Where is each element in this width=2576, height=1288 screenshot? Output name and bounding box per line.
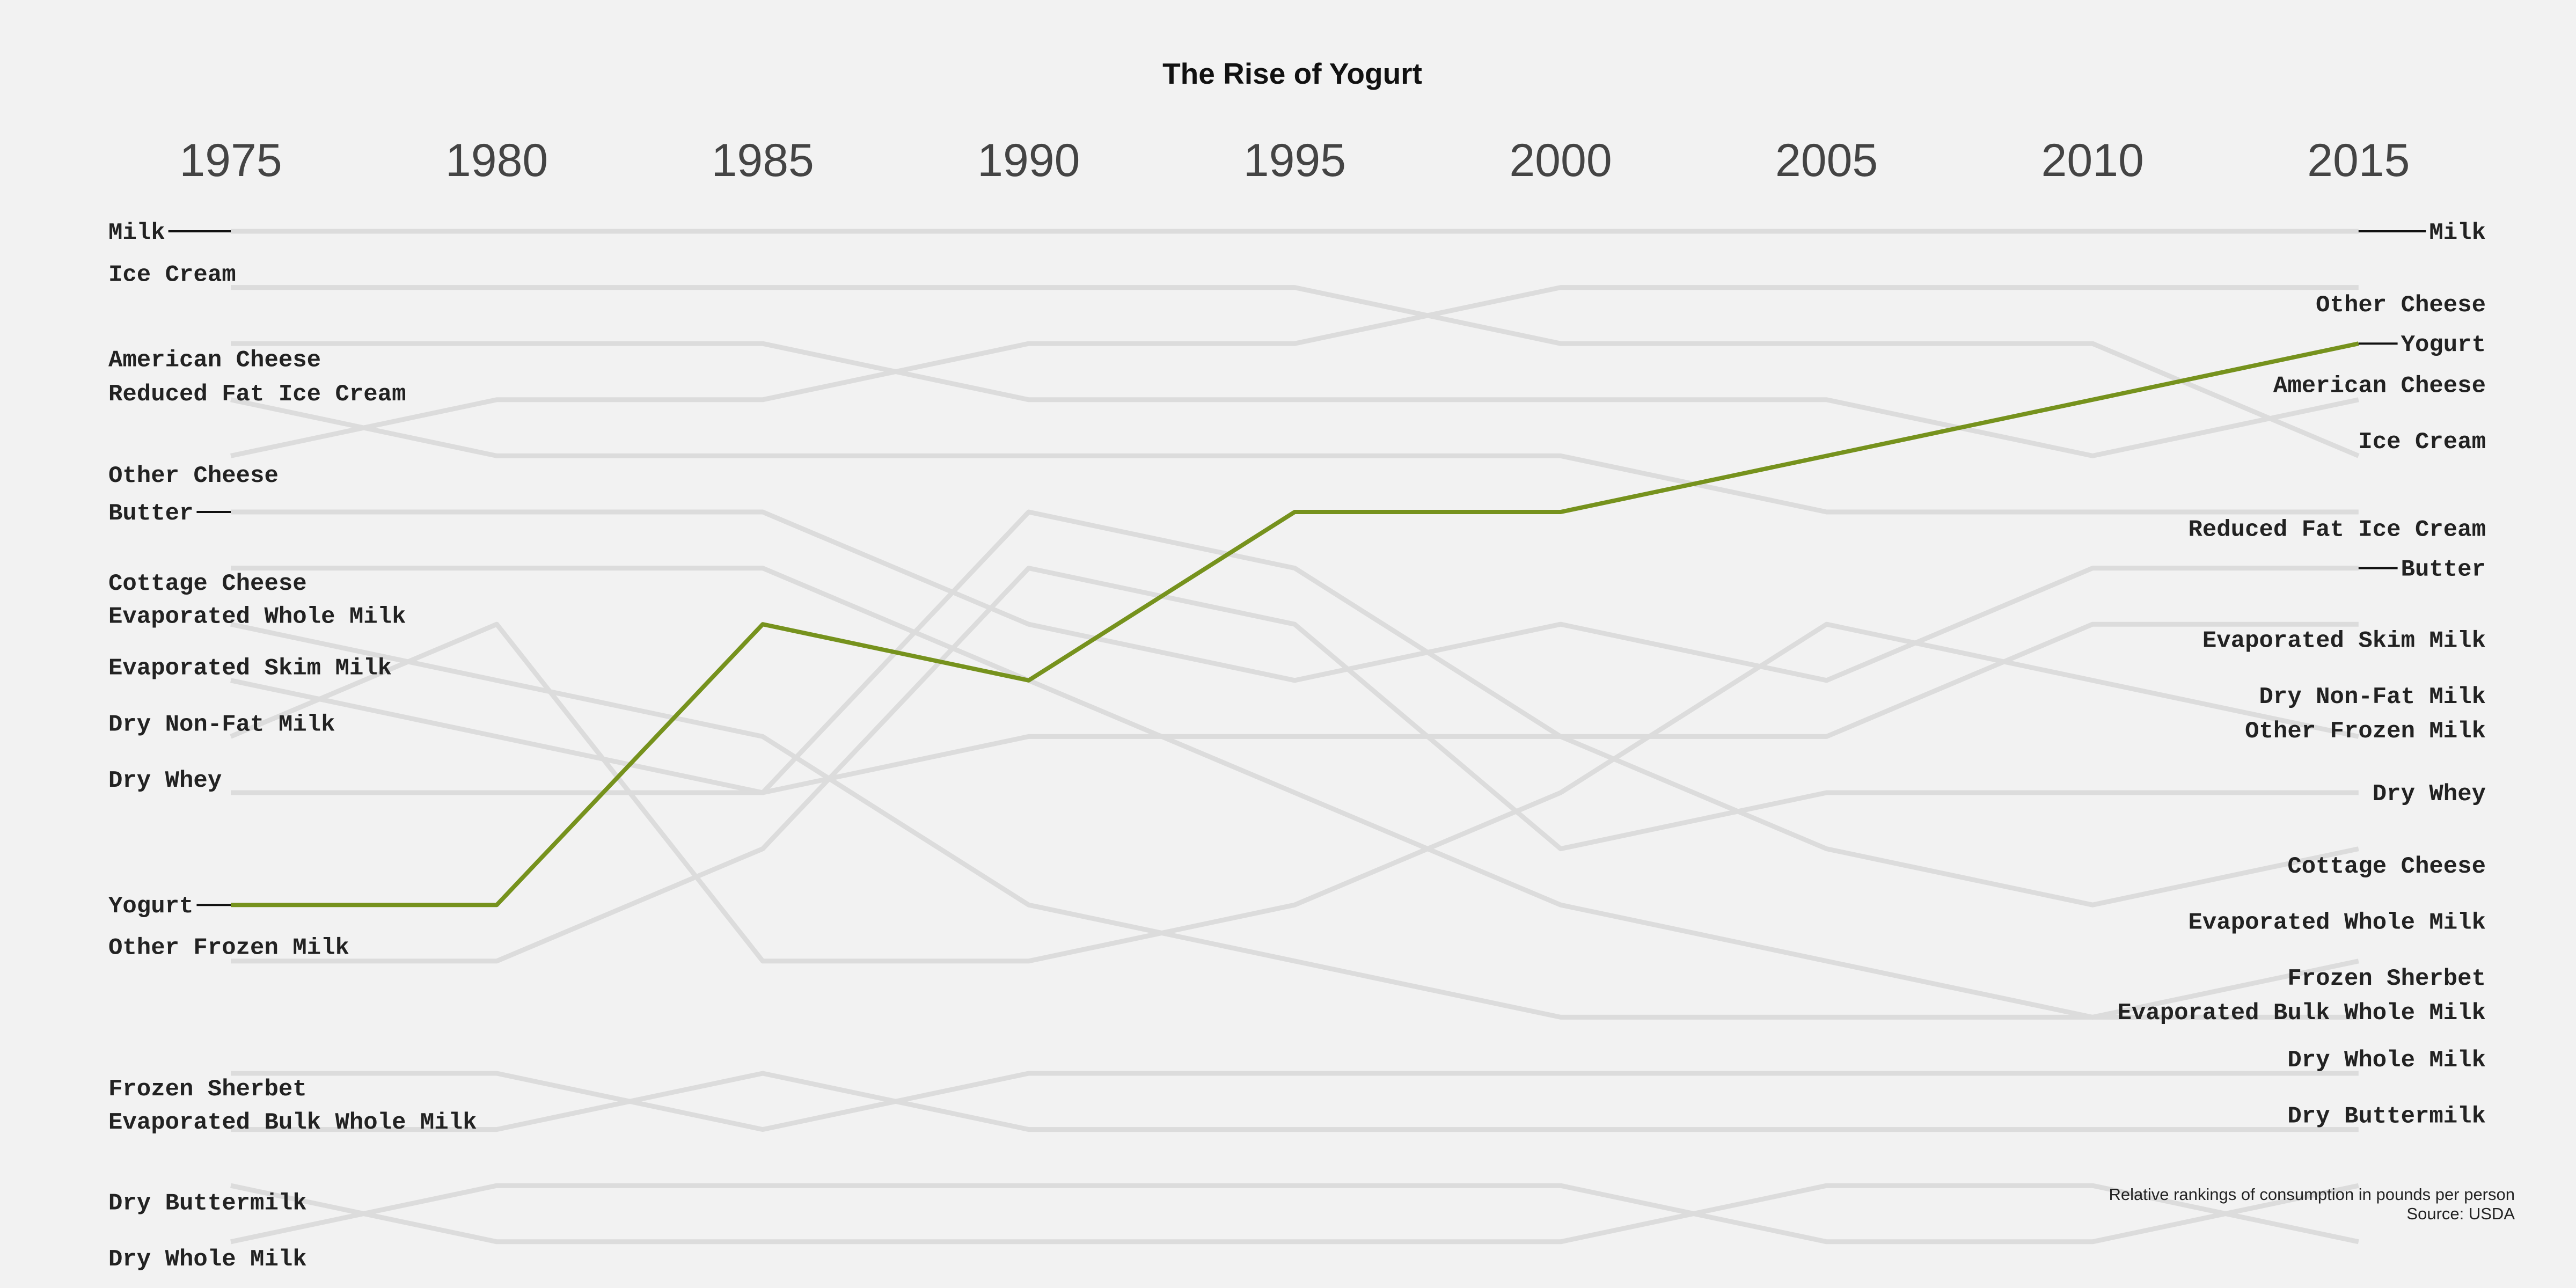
left-label-cottage-cheese: Cottage Cheese bbox=[108, 570, 307, 597]
line-frozen-sherbet bbox=[231, 1071, 2359, 1132]
line-reduced-fat-ice-cream bbox=[230, 397, 2359, 515]
line-ice-cream bbox=[231, 285, 2360, 458]
year-axis: 1975 1980 1985 1990 1995 2000 2005 2010 2015 bbox=[179, 135, 2410, 186]
left-label-evaporated-skim-milk: Evaporated Skim Milk bbox=[108, 655, 392, 682]
right-label-american-cheese: American Cheese bbox=[2273, 373, 2486, 400]
right-label-dry-non-fat-milk: Dry Non-Fat Milk bbox=[2259, 684, 2486, 711]
left-label-ice-cream: Ice Cream bbox=[108, 261, 236, 288]
right-label-other-cheese: Other Cheese bbox=[2316, 292, 2486, 319]
line-dry-whey bbox=[231, 734, 2359, 908]
line-cottage-cheese bbox=[231, 566, 2359, 1020]
right-label-evaporated-skim-milk: Evaporated Skim Milk bbox=[2202, 627, 2486, 654]
right-label-dry-whey: Dry Whey bbox=[2373, 781, 2486, 808]
chart-title: The Rise of Yogurt bbox=[1162, 57, 1422, 90]
right-label-other-frozen-milk: Other Frozen Milk bbox=[2245, 718, 2486, 745]
left-label-other-cheese: Other Cheese bbox=[108, 463, 279, 489]
right-label-evaporated-bulk-whole-milk: Evaporated Bulk Whole Milk bbox=[2117, 1000, 2486, 1027]
left-label-milk: Milk bbox=[108, 219, 165, 246]
background-series bbox=[230, 229, 2360, 1245]
left-label-yogurt: Yogurt bbox=[108, 893, 193, 920]
year-label-1975: 1975 bbox=[179, 135, 282, 186]
year-label-2010: 2010 bbox=[2041, 135, 2144, 186]
right-label-yogurt: Yogurt bbox=[2401, 332, 2486, 358]
left-label-american-cheese: American Cheese bbox=[108, 347, 321, 374]
line-other-frozen-milk bbox=[231, 566, 2359, 964]
left-labels: Milk Ice Cream American Cheese Reduced Fat … bbox=[108, 219, 477, 1273]
left-label-dry-non-fat-milk: Dry Non-Fat Milk bbox=[108, 711, 335, 738]
left-label-evaporated-whole-milk: Evaporated Whole Milk bbox=[108, 603, 406, 630]
line-other-cheese bbox=[230, 285, 2359, 458]
year-label-2005: 2005 bbox=[1775, 135, 1878, 186]
caption-line-1: Relative rankings of consumption in poun… bbox=[2109, 1185, 2515, 1204]
line-dry-whole-milk bbox=[230, 1183, 2359, 1245]
right-label-dry-whole-milk: Dry Whole Milk bbox=[2287, 1047, 2486, 1074]
line-dry-buttermilk bbox=[230, 1183, 2359, 1245]
line-american-cheese bbox=[231, 341, 2359, 458]
year-label-1990: 1990 bbox=[977, 135, 1080, 186]
line-dry-non-fat-milk bbox=[230, 621, 2359, 964]
line-evaporated-whole-milk bbox=[230, 621, 2359, 1020]
right-label-evaporated-whole-milk: Evaporated Whole Milk bbox=[2189, 910, 2486, 936]
left-label-butter: Butter bbox=[108, 500, 193, 527]
left-label-evaporated-bulk-whole-milk: Evaporated Bulk Whole Milk bbox=[108, 1109, 477, 1136]
year-label-1995: 1995 bbox=[1243, 135, 1346, 186]
year-label-1985: 1985 bbox=[712, 135, 814, 186]
line-evaporated-bulk-whole-milk bbox=[231, 1071, 2359, 1132]
left-label-dry-whole-milk: Dry Whole Milk bbox=[108, 1246, 307, 1273]
right-label-frozen-sherbet: Frozen Sherbet bbox=[2287, 965, 2486, 992]
highlight-series bbox=[231, 341, 2359, 908]
line-butter bbox=[231, 509, 2359, 683]
caption-line-2: Source: USDA bbox=[2406, 1204, 2515, 1223]
right-label-cottage-cheese: Cottage Cheese bbox=[2287, 853, 2486, 880]
left-label-dry-whey: Dry Whey bbox=[108, 767, 222, 794]
right-labels: Milk Other Cheese Yogurt American Cheese Ice… bbox=[2117, 219, 2486, 1130]
year-label-1980: 1980 bbox=[445, 135, 548, 186]
right-label-milk: Milk bbox=[2429, 219, 2486, 246]
year-label-2015: 2015 bbox=[2307, 135, 2410, 186]
left-label-frozen-sherbet: Frozen Sherbet bbox=[108, 1076, 307, 1103]
left-label-other-frozen-milk: Other Frozen Milk bbox=[108, 935, 349, 962]
right-label-reduced-fat-ice-cream: Reduced Fat Ice Cream bbox=[2189, 516, 2486, 543]
line-yogurt bbox=[231, 341, 2359, 908]
year-label-2000: 2000 bbox=[1509, 135, 1612, 186]
right-label-ice-cream: Ice Cream bbox=[2358, 429, 2486, 456]
left-label-reduced-fat-ice-cream: Reduced Fat Ice Cream bbox=[108, 381, 406, 408]
right-label-dry-buttermilk: Dry Buttermilk bbox=[2287, 1103, 2486, 1130]
right-label-butter: Butter bbox=[2401, 557, 2486, 583]
left-label-dry-buttermilk: Dry Buttermilk bbox=[108, 1190, 307, 1217]
